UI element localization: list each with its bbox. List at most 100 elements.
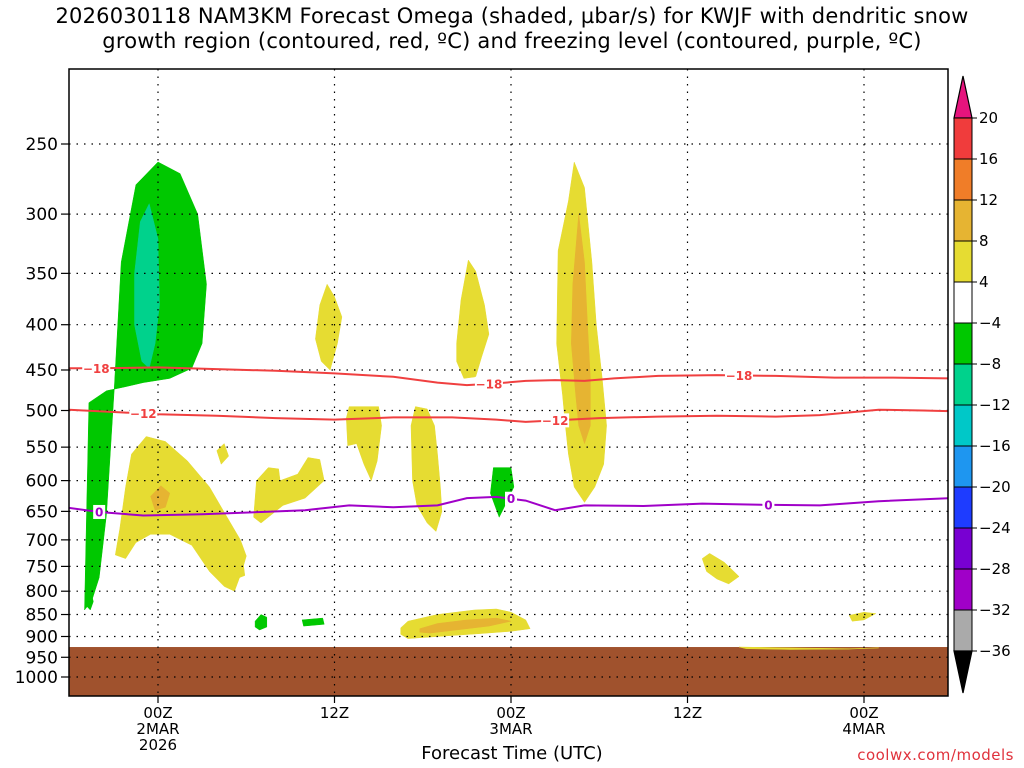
omega-region-3	[85, 588, 94, 611]
contour-label-bg-4	[541, 413, 570, 428]
chart-title-line-2: growth region (contoured, red, ºC) and f…	[102, 29, 922, 53]
omega-region-20	[701, 553, 740, 585]
omega-region-8	[253, 457, 325, 524]
colorbar-box-11	[953, 568, 973, 611]
colorbar: 20 16 12 8 4 −4 −8 −12 −16 −20 −24 −28 −32 −36	[953, 75, 1011, 694]
omega-region-21	[848, 611, 877, 622]
colorbar-box-0	[953, 117, 973, 160]
y-tick-label-1000: 1000	[15, 668, 58, 688]
y-tick-label-600: 600	[26, 472, 58, 492]
colorbar-box-1	[953, 158, 973, 201]
terrain-below-surface	[69, 647, 948, 696]
omega-shading-layer	[69, 161, 948, 696]
y-tick-label-800: 800	[26, 582, 58, 602]
colorbar-label-10: −24	[979, 519, 1011, 537]
plot-frame	[68, 68, 949, 697]
colorbar-box-5	[953, 322, 973, 365]
contour-label-bg-2	[724, 368, 753, 383]
omega-region-5	[150, 485, 171, 511]
y-axis: 2503003504004505005506006507007508008509…	[15, 135, 69, 688]
contour-label-bg-3	[129, 406, 158, 421]
y-tick-label-350: 350	[26, 264, 58, 284]
omega-region-11	[315, 283, 343, 371]
colorbar-high-triangle	[953, 75, 973, 119]
x-tick-label-30-0: 00Z	[496, 704, 525, 722]
colorbar-box-4	[953, 281, 973, 324]
colorbar-label-3: 8	[979, 232, 989, 250]
colorbar-label-6: −8	[979, 355, 1001, 373]
x-tick-label-42-0: 12Z	[673, 704, 702, 722]
y-tick-label-450: 450	[26, 361, 58, 381]
omega-region-9	[254, 614, 268, 631]
colorbar-box-9	[953, 486, 973, 529]
contour-label-bg-7	[762, 497, 775, 512]
contour-label-6: 0	[507, 492, 515, 506]
y-tick-label-300: 300	[26, 205, 58, 225]
contour-label-0: −18	[83, 362, 110, 376]
colorbar-box-7	[953, 404, 973, 447]
chart-title-line-1: 2026030118 NAM3KM Forecast Omega (shaded…	[55, 4, 969, 28]
x-tick-label-54-0: 00Z	[849, 704, 878, 722]
contour-label-layer: −18 −18 −18 −12 −12 0 0 0	[82, 361, 775, 519]
colorbar-label-8: −16	[979, 437, 1011, 455]
colorbar-label-5: −4	[979, 314, 1001, 332]
colorbar-box-10	[953, 527, 973, 570]
colorbar-label-11: −28	[979, 560, 1011, 578]
omega-region-6	[216, 443, 229, 465]
omega-region-10	[301, 617, 325, 627]
colorbar-box-3	[953, 240, 973, 283]
y-tick-label-850: 850	[26, 606, 58, 626]
colorbar-box-8	[953, 445, 973, 488]
x-tick-label-6-0: 00Z	[143, 704, 172, 722]
contour-label-5: 0	[95, 505, 103, 519]
contour-label-bg-1	[474, 376, 503, 391]
omega-region-1	[134, 202, 160, 369]
omega-region-22	[738, 646, 879, 650]
colorbar-label-9: −20	[979, 478, 1011, 496]
contour-label-bg-5	[93, 504, 106, 519]
colorbar-label-1: 16	[979, 150, 998, 168]
y-tick-label-500: 500	[26, 402, 58, 422]
site-credit[interactable]: coolwx.com/models	[857, 746, 1014, 764]
omega-region-14	[456, 259, 490, 379]
contour-label-7: 0	[764, 498, 772, 512]
contour--18	[69, 366, 948, 387]
omega-region-16	[419, 617, 512, 634]
colorbar-label-4: 4	[979, 273, 989, 291]
colorbar-label-2: 12	[979, 191, 998, 209]
contour-label-bg-6	[505, 491, 517, 506]
x-tick-label-18-0: 12Z	[320, 704, 349, 722]
x-axis-title: Forecast Time (UTC)	[421, 743, 603, 764]
contour-label-3: −12	[130, 407, 157, 421]
x-tick-label-6-1: 2MAR	[136, 720, 179, 738]
colorbar-label-13: −36	[979, 642, 1011, 660]
y-tick-label-650: 650	[26, 502, 58, 522]
colorbar-box-12	[953, 609, 973, 652]
contour-label-2: −18	[726, 369, 753, 383]
omega-region-7	[223, 562, 246, 580]
y-tick-label-250: 250	[26, 135, 58, 155]
colorbar-low-triangle	[953, 650, 973, 694]
x-tick-label-30-1: 3MAR	[489, 720, 532, 738]
y-tick-label-700: 700	[26, 531, 58, 551]
contour-label-1: −18	[476, 377, 503, 391]
y-tick-label-550: 550	[26, 438, 58, 458]
colorbar-box-2	[953, 199, 973, 242]
contour-label-4: −12	[542, 414, 569, 428]
y-tick-label-400: 400	[26, 316, 58, 336]
x-tick-label-54-1: 4MAR	[842, 720, 885, 738]
colorbar-label-12: −32	[979, 601, 1011, 619]
colorbar-box-6	[953, 363, 973, 406]
omega-region-12	[346, 406, 382, 482]
colorbar-label-7: −12	[979, 396, 1011, 414]
y-tick-label-950: 950	[26, 648, 58, 668]
contour-label-bg-0	[82, 361, 111, 376]
colorbar-label-0: 20	[979, 109, 998, 127]
y-tick-label-900: 900	[26, 627, 58, 647]
x-tick-label-6-2: 2026	[139, 736, 177, 754]
y-tick-label-750: 750	[26, 557, 58, 577]
omega-region-13	[410, 406, 443, 532]
